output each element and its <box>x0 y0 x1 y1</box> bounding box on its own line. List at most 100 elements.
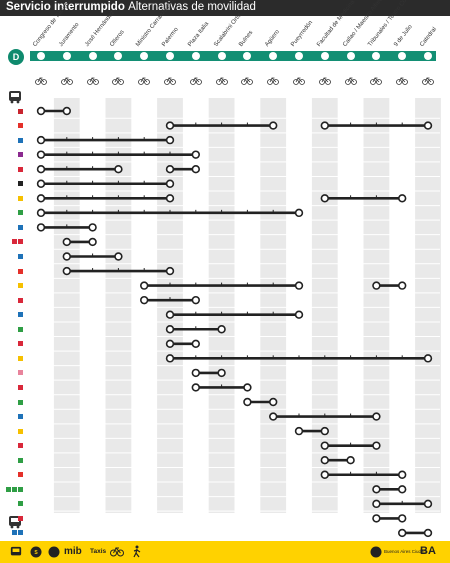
bus-route-segment <box>320 470 407 479</box>
station-stop-icon <box>320 52 329 60</box>
bus-line-badge <box>18 137 36 143</box>
route-endpoint <box>36 179 46 188</box>
route-endpoint <box>36 150 46 159</box>
bus-line-badge <box>6 486 24 492</box>
bus-line-badge <box>18 181 36 187</box>
route-endpoint <box>36 194 46 203</box>
bus-line-color-icon <box>18 341 23 347</box>
route-endpoint <box>423 354 433 363</box>
bus-line-badge <box>18 152 36 158</box>
grid-column <box>415 98 441 513</box>
bus-line-badge <box>18 224 36 230</box>
line-d-strip <box>30 51 436 61</box>
bus-route-segment <box>140 295 201 305</box>
bus-line-badge <box>18 312 36 318</box>
bus-route-segment <box>294 426 329 436</box>
route-endpoint <box>36 223 46 232</box>
bus-line-badge <box>18 472 36 478</box>
bus-line-color-icon <box>18 414 23 420</box>
ecobici-icon <box>60 72 73 85</box>
footer-metro-icon <box>48 546 60 560</box>
route-endpoint <box>346 456 355 465</box>
route-endpoint <box>165 179 175 188</box>
ecobici-icon <box>112 72 125 85</box>
station-stop-icon <box>37 52 45 60</box>
bus-line-color-icon <box>18 457 23 463</box>
bus-line-badge <box>18 123 36 129</box>
bus-line-color-icon <box>18 297 23 303</box>
bus-line-badge <box>12 530 30 536</box>
bus-route-segment <box>165 354 433 363</box>
bus-line-color-icon <box>12 486 17 492</box>
bus-line-color-icon <box>18 428 23 434</box>
bus-route-segment <box>320 441 381 450</box>
bus-line-badge <box>18 457 36 463</box>
route-endpoint <box>398 194 407 203</box>
bus-route-segment <box>36 135 175 145</box>
route-endpoint <box>191 295 201 305</box>
route-endpoint <box>320 441 329 450</box>
station-stop-icon <box>346 52 355 60</box>
bus-route-segment <box>36 165 123 174</box>
grid-column <box>208 98 235 513</box>
route-endpoint <box>398 281 407 290</box>
route-endpoint <box>62 266 72 276</box>
bus-route-segment <box>36 106 72 116</box>
route-endpoint <box>243 383 252 392</box>
bus-route-segment <box>165 121 278 130</box>
ba-logo: BA <box>420 545 436 557</box>
bus-route-segment <box>36 208 304 218</box>
station-stop-icon <box>243 52 252 60</box>
route-endpoint <box>62 252 72 261</box>
footer-taxis-label: Taxis <box>90 548 107 555</box>
route-endpoint <box>294 208 304 218</box>
bus-line-color-icon <box>6 486 11 492</box>
bus-line-color-icon <box>18 181 23 187</box>
route-endpoint <box>320 121 329 130</box>
city-text: Buenos Aires Ciudad <box>384 549 427 554</box>
bus-line-color-icon <box>18 254 23 259</box>
bus-line-color-icon <box>18 312 23 318</box>
bus-line-color-icon <box>18 283 23 289</box>
route-endpoint <box>398 528 407 538</box>
ecobici-icon <box>293 72 305 85</box>
bus-line-badge <box>18 370 36 376</box>
bus-line-color-icon <box>18 443 23 449</box>
route-endpoint <box>165 135 175 145</box>
ecobici-icon <box>241 72 254 85</box>
footer-bike-icon <box>110 545 124 559</box>
bus-line-badge <box>18 326 36 332</box>
bus-line-badge <box>18 195 36 201</box>
bus-line-color-icon <box>18 326 23 332</box>
bus-icon <box>8 90 22 104</box>
route-endpoint <box>294 426 304 436</box>
route-endpoint <box>372 499 381 509</box>
bus-line-badge <box>18 268 36 274</box>
grid-column <box>105 98 132 513</box>
bus-route-segment <box>165 339 201 348</box>
bus-route-segment <box>36 223 97 232</box>
route-endpoint <box>217 368 226 378</box>
bus-route-segment <box>165 310 304 319</box>
route-endpoint <box>320 456 329 465</box>
route-endpoint <box>191 165 201 174</box>
bus-line-badge <box>18 399 36 405</box>
bus-route-segment <box>62 252 123 261</box>
station-stop-icon <box>372 52 381 60</box>
bus-line-color-icon <box>18 472 23 478</box>
station-stop-icon <box>217 52 226 60</box>
bus-line-color-icon <box>18 355 23 361</box>
route-endpoint <box>269 412 278 421</box>
ecobici-icon <box>396 72 409 85</box>
bus-route-segment <box>372 485 407 494</box>
route-endpoint <box>165 325 175 334</box>
route-endpoint <box>191 150 201 159</box>
grid-column <box>157 98 183 513</box>
route-endpoint <box>62 106 72 116</box>
footer-subte-icon: S <box>30 546 42 560</box>
grid-column <box>363 98 390 513</box>
bus-line-color-icon <box>18 195 23 201</box>
route-endpoint <box>114 165 123 174</box>
ecobici-icon <box>189 72 202 85</box>
